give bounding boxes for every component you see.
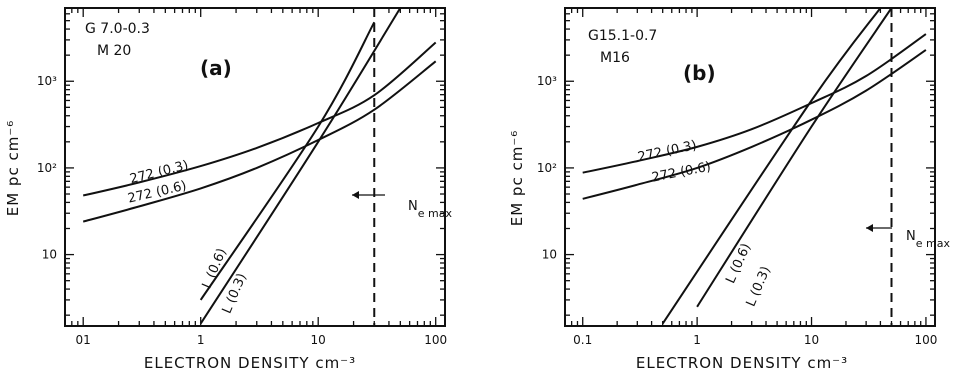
series-line-2: [199, 21, 376, 301]
series-label: 272 (0.3): [636, 138, 698, 165]
x-tick-label: 100: [914, 333, 937, 347]
series-line-3: [199, 8, 402, 325]
series-label: L (0.3): [744, 264, 774, 309]
y-tick-label: 10³: [537, 74, 557, 88]
x-axis-label: ELECTRON DENSITY cm⁻³: [636, 354, 848, 372]
x-tick-label: 1: [197, 333, 205, 347]
series-label: 272 (0.6): [651, 160, 713, 186]
chart-panel-b: 0.1 1 10 100 10 10² 10³ ELECTRON DENSITY cm⁻³ EM…: [508, 7, 950, 372]
source-name-line: G15.1-0.7: [588, 28, 657, 44]
ne-max-arrow-head: [866, 224, 873, 232]
series-label: L (0.6): [723, 241, 754, 286]
source-name-line: M 20: [97, 43, 131, 59]
y-tick-label: 10²: [37, 161, 57, 175]
x-tick-label: 10: [804, 333, 819, 347]
plot-frame: [564, 7, 936, 327]
x-tick-label: 100: [424, 333, 447, 347]
series-line-2: [661, 8, 882, 325]
y-tick-label: 10³: [37, 74, 57, 88]
chart-panel-a: 01 1 10 100 10 10² 10³ ELECTRON DENSITY cm⁻³ EM …: [4, 7, 452, 372]
x-tick-label: 01: [76, 333, 91, 347]
x-tick-label: 10: [311, 333, 326, 347]
series-label: L (0.3): [220, 271, 250, 316]
y-tick-label: 10²: [537, 161, 557, 175]
y-axis-label: EM pc cm⁻⁶: [508, 130, 526, 227]
series-line-3: [696, 8, 893, 308]
series-line-0: [582, 33, 927, 174]
y-axis-label: EM pc cm⁻⁶: [4, 120, 22, 217]
source-name-line: M16: [600, 50, 630, 66]
series-line-1: [582, 49, 927, 200]
x-tick-label: 1: [693, 333, 701, 347]
panel-letter: (b): [683, 61, 716, 85]
y-tick-label: 10: [542, 248, 557, 262]
y-tick-label: 10: [42, 248, 57, 262]
plot-frame: [64, 7, 446, 327]
ne-max-arrow-head: [352, 191, 359, 199]
source-name-line: G 7.0-0.3: [85, 21, 150, 37]
ne-max-label: Ne max: [906, 229, 950, 250]
series-line-1: [82, 60, 437, 223]
series-line-0: [82, 41, 437, 197]
panel-letter: (a): [200, 56, 232, 80]
x-tick-label: 0.1: [573, 333, 592, 347]
x-axis-label: ELECTRON DENSITY cm⁻³: [144, 354, 356, 372]
